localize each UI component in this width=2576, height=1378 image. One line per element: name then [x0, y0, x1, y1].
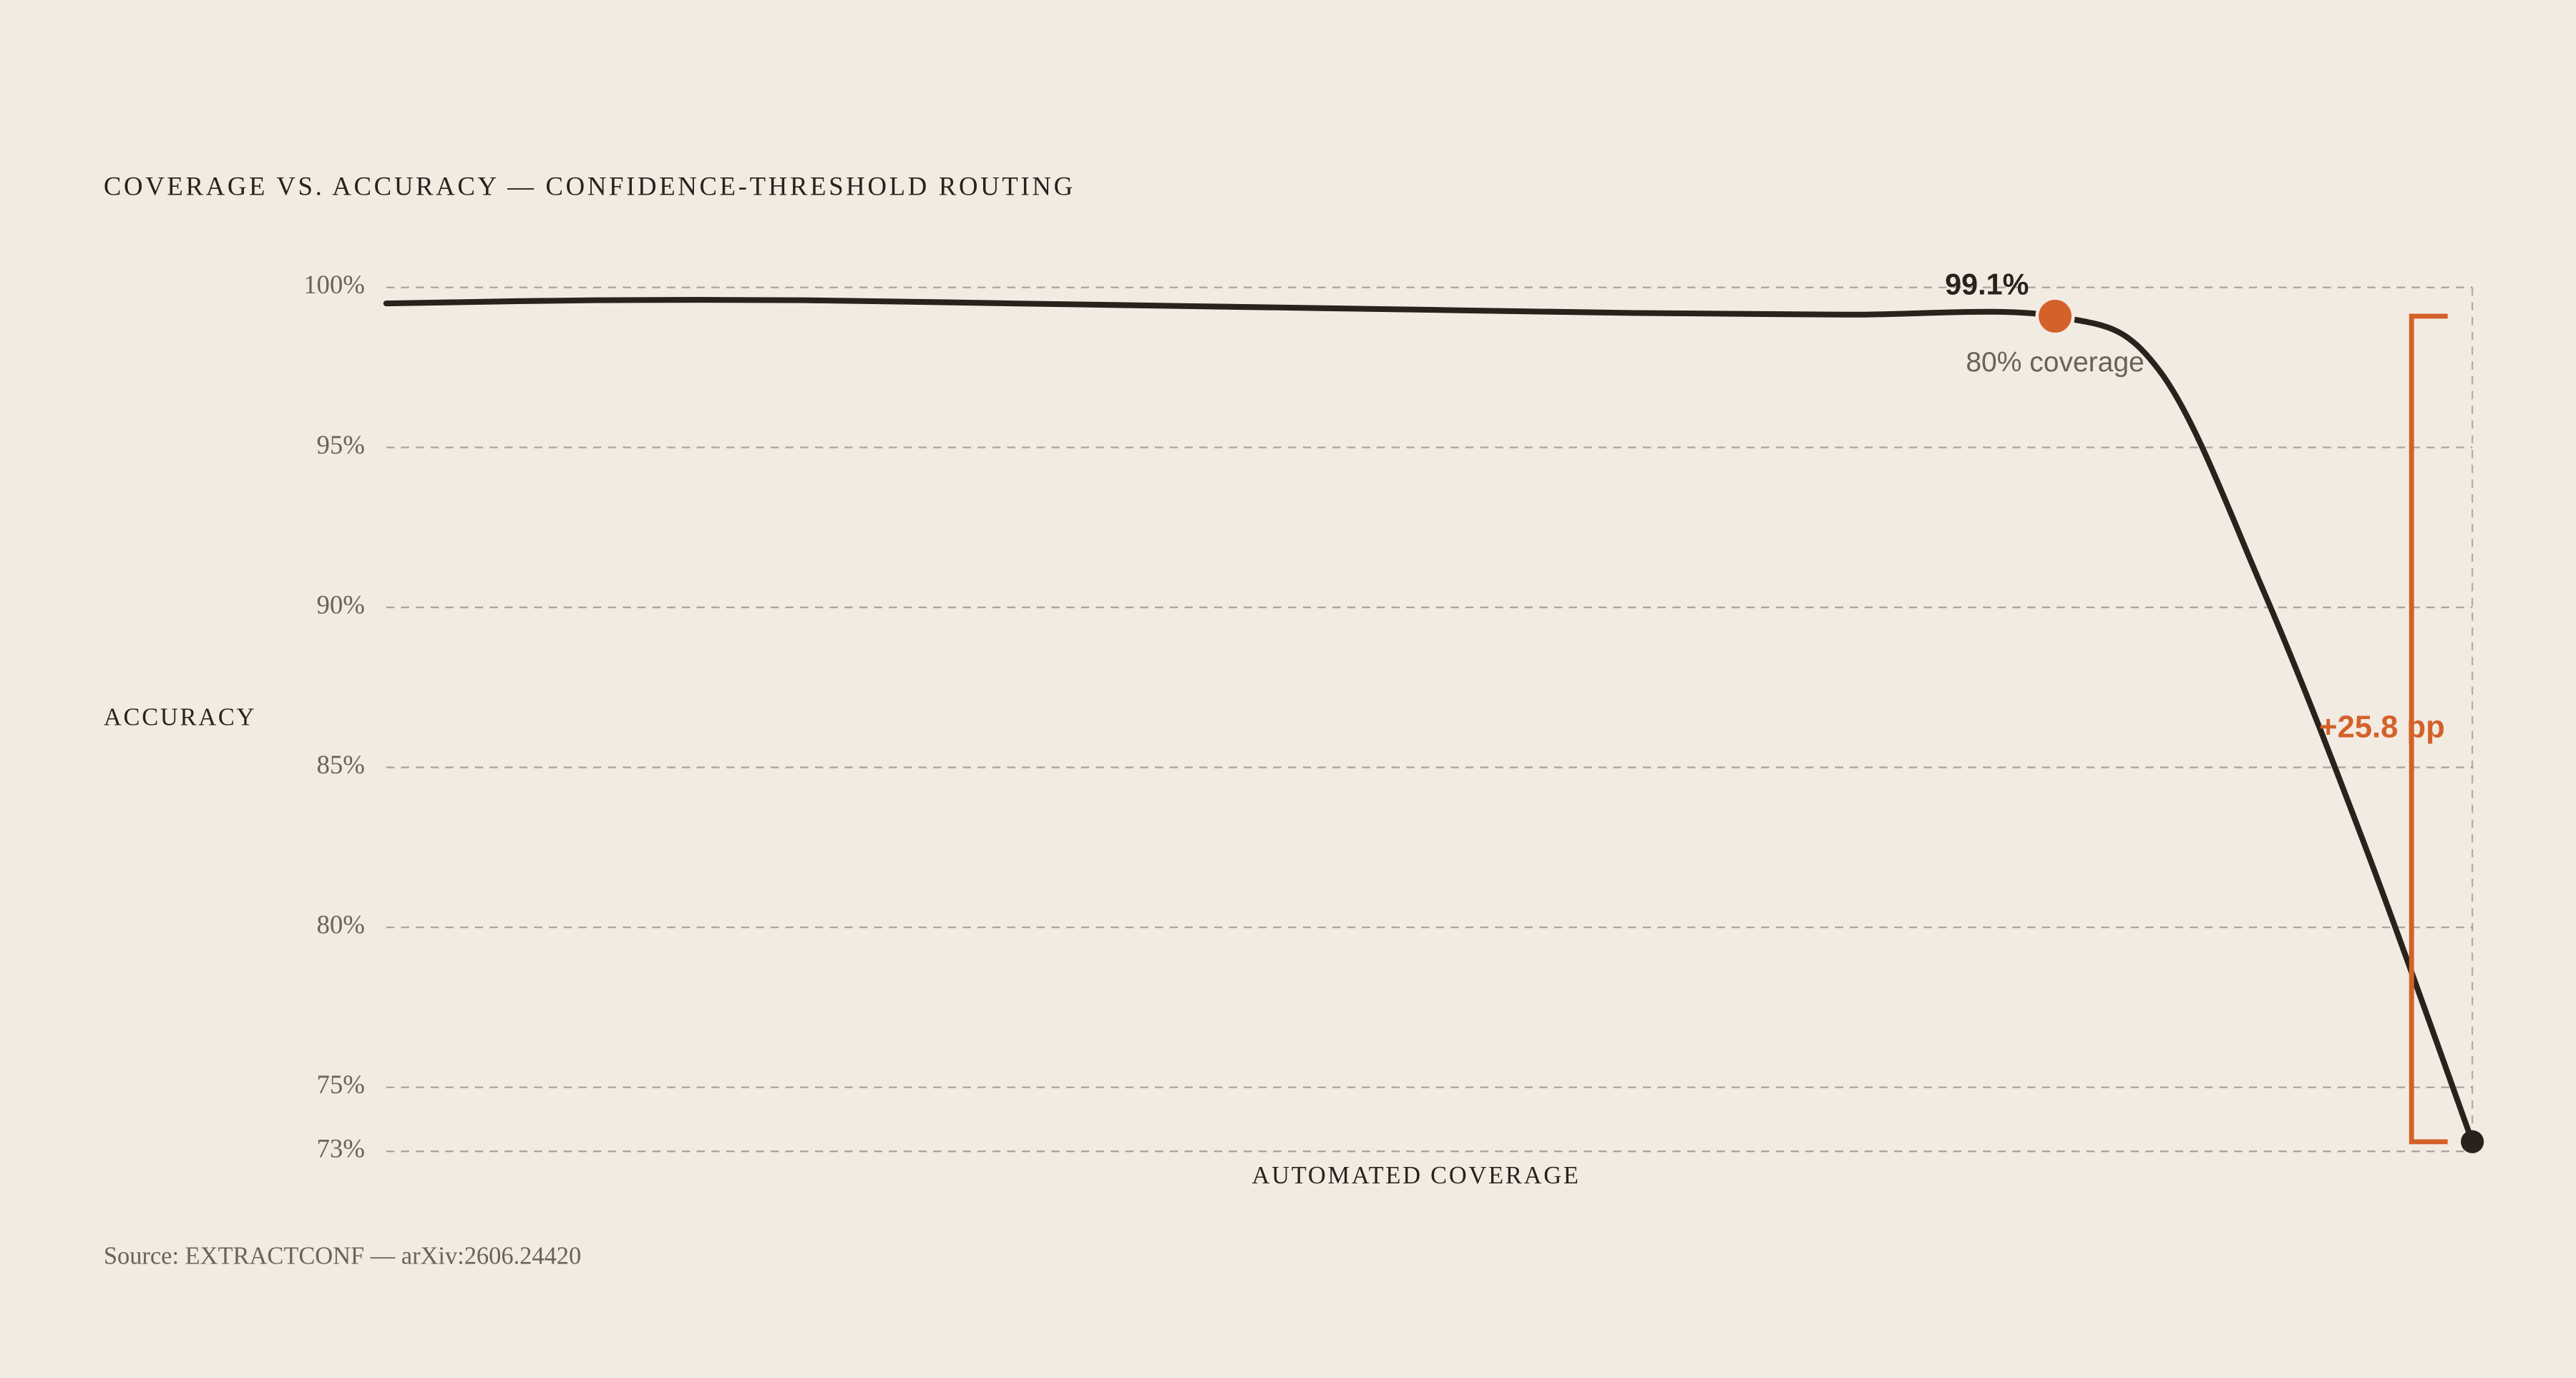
y-tick-label: 80% [317, 910, 365, 939]
y-axis-label: ACCURACY [104, 703, 256, 730]
chart-title: COVERAGE VS. ACCURACY — CONFIDENCE-THRES… [104, 171, 1075, 200]
source-note: Source: EXTRACTCONF — arXiv:2606.24420 [104, 1242, 581, 1269]
gap-bracket [2409, 313, 2448, 1145]
marker-value-label: 99.1% [1945, 268, 2029, 301]
y-tick-label: 100% [303, 270, 365, 299]
y-tick-label: 75% [317, 1070, 365, 1099]
y-tick-label: 95% [317, 430, 365, 459]
highlight-marker [2461, 1130, 2484, 1153]
highlight-marker [2035, 296, 2075, 336]
x-axis-label: AUTOMATED COVERAGE [1252, 1162, 1580, 1189]
data-line [383, 297, 2476, 1145]
y-tick-label: 85% [317, 750, 365, 779]
marker-note: 80% coverage [1966, 347, 2144, 378]
y-tick-label: 73% [317, 1134, 365, 1163]
y-tick-label: 90% [317, 590, 365, 619]
gap-label: +25.8 pp [2319, 710, 2445, 744]
